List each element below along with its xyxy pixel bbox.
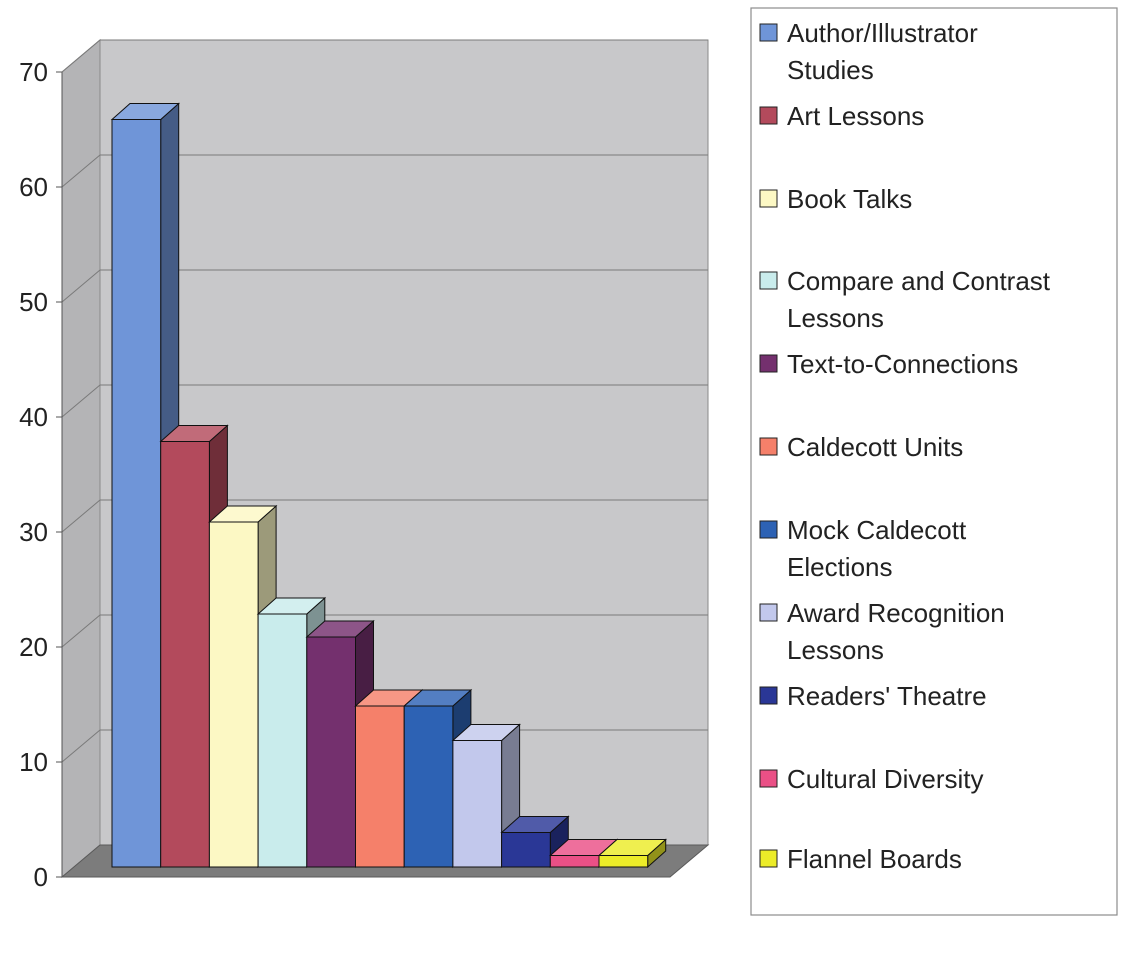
legend-label: Elections bbox=[787, 552, 893, 582]
legend-swatch bbox=[759, 354, 778, 373]
legend-label: Mock Caldecott bbox=[787, 515, 967, 545]
y-axis-ticks: 0 10 20 30 40 50 60 70 bbox=[19, 57, 63, 892]
bar bbox=[208, 521, 259, 868]
y-tick-label: 70 bbox=[19, 57, 48, 87]
bar bbox=[257, 613, 308, 868]
legend-label: Studies bbox=[787, 55, 874, 85]
gridline bbox=[61, 154, 708, 188]
bar bbox=[306, 636, 356, 868]
bar bbox=[452, 740, 503, 868]
legend-label: Lessons bbox=[787, 303, 884, 333]
legend: Author/Illustrator Studies Art Lessons Book… bbox=[750, 7, 1118, 916]
legend-label: Readers' Theatre bbox=[787, 681, 987, 711]
legend-swatch bbox=[759, 686, 778, 705]
legend-box bbox=[750, 7, 1118, 916]
y-tick-label: 0 bbox=[34, 862, 48, 892]
gridline bbox=[61, 614, 708, 648]
legend-label: Author/Illustrator bbox=[787, 18, 978, 48]
bar bbox=[111, 119, 162, 868]
legend-label: Caldecott Units bbox=[787, 432, 963, 462]
bar bbox=[598, 855, 649, 868]
legend-swatch bbox=[759, 189, 778, 208]
bar bbox=[501, 832, 551, 868]
gridline bbox=[61, 384, 708, 418]
legend-label: Book Talks bbox=[787, 184, 912, 214]
bar bbox=[355, 705, 405, 868]
legend-label: Lessons bbox=[787, 635, 884, 665]
legend-swatch bbox=[759, 603, 778, 622]
y-tick-label: 30 bbox=[19, 517, 48, 547]
y-tick-label: 60 bbox=[19, 172, 48, 202]
legend-swatch bbox=[759, 23, 778, 42]
side-wall bbox=[61, 38, 101, 879]
gridline bbox=[61, 269, 708, 303]
gridline bbox=[61, 39, 708, 73]
bars bbox=[110, 102, 668, 869]
bar bbox=[160, 441, 210, 868]
legend-label: Cultural Diversity bbox=[787, 764, 984, 794]
legend-swatch bbox=[759, 271, 778, 290]
legend-label: Text-to-Connections bbox=[787, 349, 1018, 379]
legend-swatch bbox=[759, 769, 778, 788]
y-tick-label: 20 bbox=[19, 632, 48, 662]
bar bbox=[549, 855, 600, 868]
legend-swatch bbox=[759, 849, 778, 868]
y-tick-label: 10 bbox=[19, 747, 48, 777]
legend-swatch bbox=[759, 520, 778, 539]
legend-label: Art Lessons bbox=[787, 101, 924, 131]
legend-swatch bbox=[759, 437, 778, 456]
bar-group bbox=[597, 838, 668, 869]
bar bbox=[403, 705, 454, 868]
y-tick-label: 40 bbox=[19, 402, 48, 432]
legend-label: Flannel Boards bbox=[787, 844, 962, 874]
y-tick-label: 50 bbox=[19, 287, 48, 317]
legend-swatch bbox=[759, 106, 778, 125]
gridlines bbox=[61, 39, 708, 763]
legend-label: Award Recognition bbox=[787, 598, 1005, 628]
legend-label: Compare and Contrast bbox=[787, 266, 1051, 296]
gridline bbox=[61, 499, 708, 533]
